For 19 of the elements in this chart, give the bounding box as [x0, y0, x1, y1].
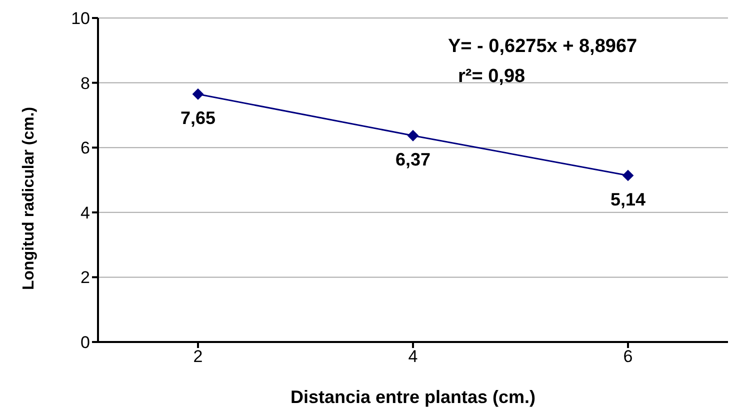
data-label: 6,37 — [395, 150, 431, 170]
x-tick-label: 2 — [193, 347, 203, 366]
x-tick-label: 6 — [623, 347, 633, 366]
annotation: r²= 0,98 — [458, 66, 526, 87]
annotation: Y= - 0,6275x + 8,8967 — [448, 36, 638, 57]
data-label: 5,14 — [610, 189, 646, 210]
y-tick-label: 10 — [71, 9, 90, 28]
y-tick-label: 0 — [80, 333, 90, 352]
y-tick-label: 2 — [80, 268, 90, 288]
point — [622, 170, 634, 181]
y-tick-label: 4 — [80, 203, 90, 222]
x-tick-label: 4 — [408, 347, 418, 366]
data-label: 7,65 — [180, 108, 216, 128]
point — [408, 130, 418, 142]
y-axis-title: Longitud radicular (cm.) — [20, 106, 38, 290]
y-tick-label: 8 — [80, 74, 90, 93]
y-tick-label: 6 — [80, 138, 90, 158]
x-axis-title: Distancia entre plantas (cm.) — [290, 386, 536, 407]
point — [192, 88, 204, 100]
